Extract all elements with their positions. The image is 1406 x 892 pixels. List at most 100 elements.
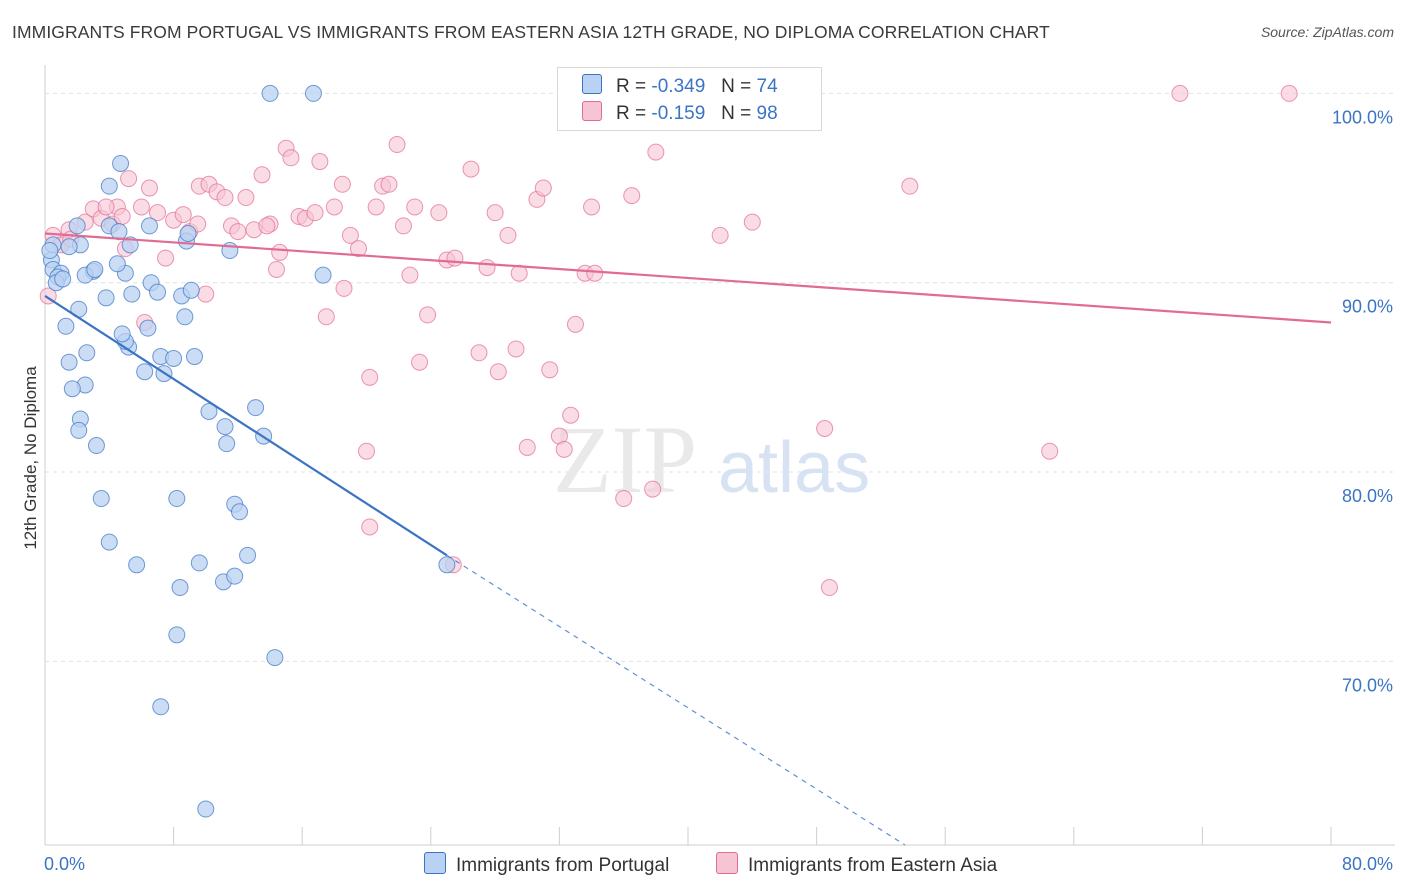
point-portugal — [182, 281, 200, 299]
point-eastern-asia — [341, 226, 359, 244]
point-eastern-asia — [306, 204, 324, 222]
point-eastern-asia — [1280, 84, 1298, 102]
point-portugal — [231, 503, 249, 521]
point-eastern-asia — [282, 149, 300, 167]
point-eastern-asia — [644, 480, 662, 498]
source-label: Source: ZipAtlas.com — [1260, 24, 1394, 40]
tick-labels: 70.0% 80.0% 90.0% 100.0% 0.0% 80.0% — [44, 107, 1393, 874]
point-portugal — [171, 579, 189, 597]
point-portugal — [226, 567, 244, 585]
point-eastern-asia — [462, 160, 480, 178]
point-eastern-asia — [555, 440, 573, 458]
point-portugal — [41, 242, 59, 260]
y-tick-label: 70.0% — [1342, 675, 1393, 695]
grid-lines — [45, 92, 1395, 662]
y-axis-label: 12th Grade, No Diploma — [21, 366, 40, 550]
bottom-legend-label-portugal: Immigrants from Portugal — [456, 855, 670, 876]
point-portugal — [438, 556, 456, 574]
point-portugal — [100, 177, 118, 195]
point-portugal — [70, 421, 88, 439]
point-portugal — [218, 435, 236, 453]
trend-line-eastern-asia — [44, 232, 1332, 324]
point-portugal — [261, 84, 279, 102]
point-portugal — [57, 317, 75, 335]
y-tick-label: 90.0% — [1342, 297, 1393, 317]
point-eastern-asia — [335, 279, 353, 297]
point-portugal — [216, 418, 234, 436]
bottom-legend-label-eastern-asia: Immigrants from Eastern Asia — [748, 855, 998, 876]
point-portugal — [97, 289, 115, 307]
point-portugal — [200, 402, 218, 420]
point-eastern-asia — [97, 198, 115, 216]
point-eastern-asia — [507, 340, 525, 358]
point-eastern-asia — [566, 315, 584, 333]
legend-r-value-portugal: -0.349 — [651, 76, 706, 97]
legend-n-label: N = — [721, 103, 752, 124]
series-portugal-points — [41, 84, 456, 818]
point-portugal — [168, 626, 186, 644]
point-portugal — [108, 255, 126, 273]
point-eastern-asia — [743, 213, 761, 231]
legend-swatch-portugal — [582, 74, 602, 94]
point-portugal — [149, 283, 167, 301]
point-portugal — [63, 380, 81, 398]
point-portugal — [176, 308, 194, 326]
axes — [44, 65, 1395, 846]
bottom-legend-swatch-eastern-asia — [716, 852, 738, 874]
point-eastern-asia — [380, 175, 398, 193]
point-eastern-asia — [258, 217, 276, 235]
point-portugal — [152, 698, 170, 716]
trend-lines — [44, 232, 1332, 846]
point-portugal — [314, 266, 332, 284]
point-eastern-asia — [470, 344, 488, 362]
x-tick-label: 80.0% — [1342, 854, 1393, 874]
point-eastern-asia — [486, 204, 504, 222]
point-portugal — [179, 224, 197, 242]
legend-n-value-portugal: 74 — [756, 76, 778, 97]
point-eastern-asia — [325, 198, 343, 216]
point-eastern-asia — [229, 223, 247, 241]
point-eastern-asia — [197, 285, 215, 303]
legend-row-eastern-asia: R = -0.159 N = 98 — [582, 101, 778, 127]
point-eastern-asia — [333, 175, 351, 193]
point-portugal — [87, 437, 105, 455]
legend-r-label: R = — [616, 76, 647, 97]
point-eastern-asia — [253, 166, 271, 184]
point-eastern-asia — [430, 204, 448, 222]
point-portugal — [239, 546, 257, 564]
y-tick-label: 100.0% — [1332, 107, 1393, 127]
legend-n-value-eastern-asia: 98 — [756, 103, 778, 124]
point-eastern-asia — [317, 308, 335, 326]
point-eastern-asia — [615, 490, 633, 508]
point-eastern-asia — [586, 264, 604, 282]
point-eastern-asia — [394, 217, 412, 235]
legend-r-value-eastern-asia: -0.159 — [651, 103, 706, 124]
point-eastern-asia — [623, 187, 641, 205]
point-portugal — [165, 349, 183, 367]
point-eastern-asia — [149, 204, 167, 222]
legend-r-label: R = — [616, 103, 647, 124]
point-portugal — [168, 490, 186, 508]
point-eastern-asia — [446, 249, 464, 267]
point-eastern-asia — [711, 226, 729, 244]
legend-row-portugal: R = -0.349 N = 74 — [582, 74, 778, 100]
point-portugal — [185, 348, 203, 366]
point-portugal — [190, 554, 208, 572]
legend-n-label: N = — [721, 76, 752, 97]
point-eastern-asia — [401, 266, 419, 284]
point-portugal — [113, 325, 131, 343]
point-eastern-asia — [541, 361, 559, 379]
trend-line-portugal — [44, 295, 448, 557]
point-eastern-asia — [157, 249, 175, 267]
point-eastern-asia — [499, 226, 517, 244]
point-eastern-asia — [120, 170, 138, 188]
point-eastern-asia — [349, 240, 367, 258]
point-portugal — [112, 154, 130, 172]
point-eastern-asia — [216, 189, 234, 207]
point-eastern-asia — [174, 206, 192, 224]
point-eastern-asia — [534, 179, 552, 197]
point-portugal — [140, 217, 158, 235]
point-eastern-asia — [1171, 84, 1189, 102]
point-eastern-asia — [419, 306, 437, 324]
